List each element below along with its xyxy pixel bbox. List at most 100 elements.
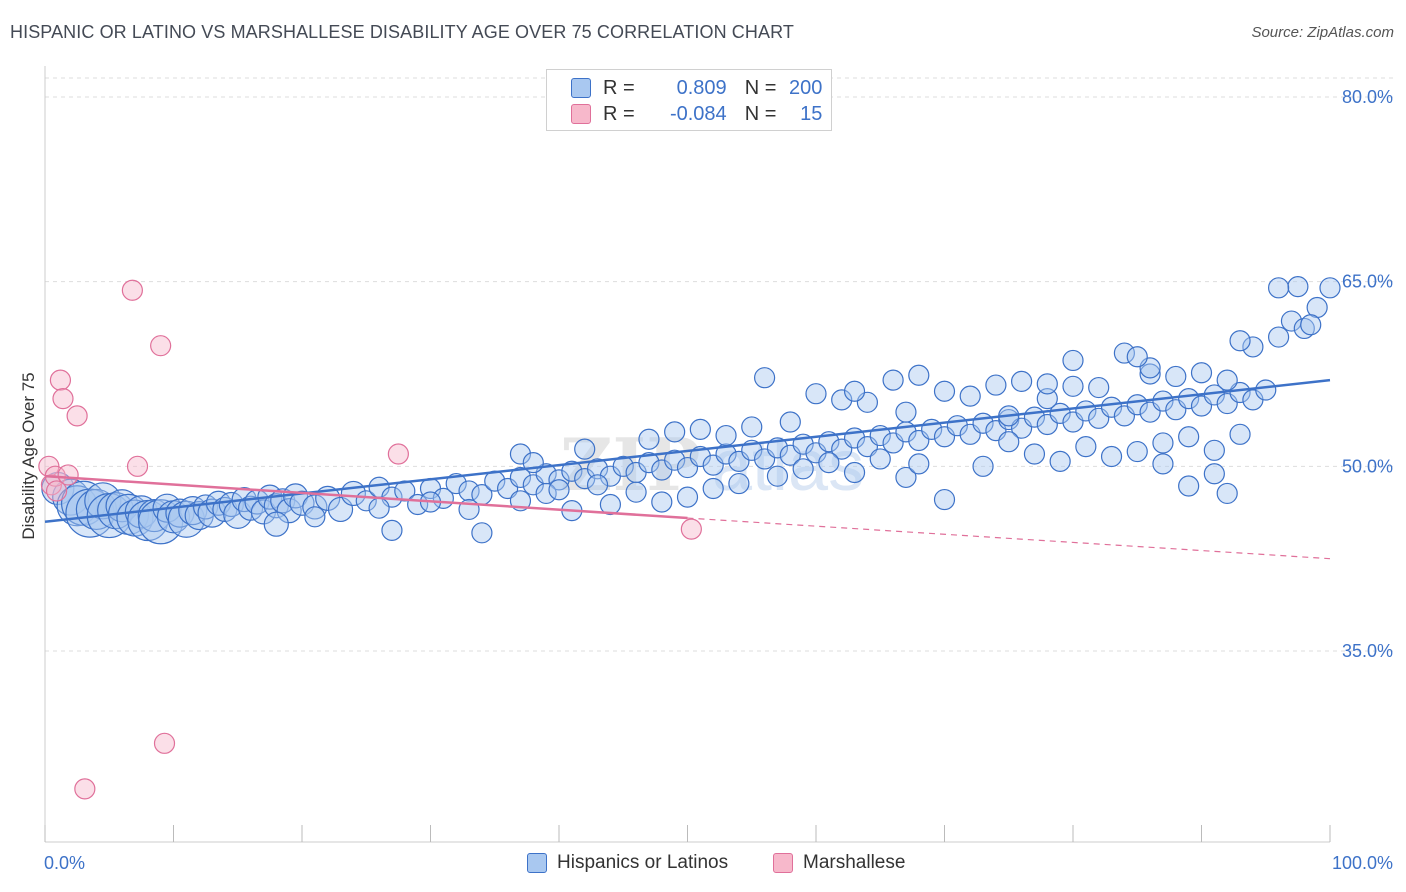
data-point-hispanics — [1152, 390, 1174, 412]
y-tick-label: 80.0% — [1342, 87, 1393, 107]
data-point-hispanics — [895, 466, 917, 489]
data-point-hispanics — [445, 472, 467, 495]
series-marshallese-points — [38, 279, 702, 800]
data-point-hispanics — [625, 481, 647, 503]
data-point-hispanics — [599, 493, 622, 516]
trend-line-marshallese-extension — [687, 517, 1331, 560]
data-point-hispanics — [1023, 443, 1046, 465]
data-point-hispanics — [1062, 375, 1084, 397]
data-point-marshallese — [387, 443, 409, 465]
bottom-legend-item-hispanics[interactable]: Hispanics or Latinos — [527, 852, 728, 874]
data-point-hispanics — [638, 452, 660, 474]
bottom-legend-swatch-pink — [773, 853, 793, 873]
data-point-hispanics — [1229, 381, 1251, 404]
data-point-hispanics — [933, 488, 956, 511]
bottom-legend-item-marshallese[interactable]: Marshallese — [773, 852, 905, 874]
correlation-legend: R = 0.809 N = 200 R = -0.084 N = 15 — [546, 69, 832, 131]
data-point-hispanics — [843, 461, 866, 484]
x-tick-label: 100.0% — [1332, 853, 1393, 873]
data-point-hispanics — [1152, 432, 1174, 454]
data-point-hispanics — [1049, 450, 1071, 473]
data-point-hispanics — [1178, 475, 1200, 497]
data-point-hispanics — [1229, 423, 1251, 445]
data-point-hispanics — [1126, 440, 1148, 463]
bottom-legend-label: Hispanics or Latinos — [557, 852, 729, 873]
data-point-hispanics — [1242, 336, 1264, 358]
data-point-hispanics — [715, 443, 737, 465]
data-point-marshallese — [153, 732, 176, 754]
data-point-hispanics — [702, 477, 724, 500]
gridlines — [45, 77, 1393, 652]
data-point-hispanics — [1216, 482, 1238, 505]
data-point-hispanics — [766, 465, 789, 487]
data-point-hispanics — [908, 453, 930, 475]
data-point-hispanics — [689, 445, 711, 468]
data-point-hispanics — [1165, 365, 1187, 388]
data-point-hispanics — [998, 431, 1020, 453]
data-point-hispanics — [1126, 346, 1148, 368]
data-point-hispanics — [1300, 314, 1322, 336]
data-point-hispanics — [586, 474, 609, 496]
data-point-hispanics — [1178, 426, 1200, 448]
data-point-hispanics — [1190, 362, 1213, 384]
data-point-hispanics — [779, 411, 801, 433]
data-point-hispanics — [1088, 376, 1110, 399]
data-point-hispanics — [1075, 436, 1097, 458]
data-point-hispanics — [1203, 439, 1225, 461]
data-point-hispanics — [651, 491, 673, 513]
data-point-hispanics — [908, 364, 930, 386]
bottom-legend: Hispanics or Latinos Marshallese — [0, 852, 1406, 878]
data-point-marshallese — [150, 335, 172, 357]
y-tick-label: 50.0% — [1342, 456, 1393, 476]
data-point-hispanics — [471, 522, 493, 544]
bottom-legend-label: Marshallese — [803, 852, 906, 873]
data-point-hispanics — [1267, 326, 1290, 348]
legend-r-value: -0.084 — [669, 102, 727, 125]
legend-row-hispanics: R = 0.809 N = 200 — [547, 75, 822, 101]
legend-n-value: 200 — [789, 76, 823, 99]
data-point-hispanics — [1100, 396, 1123, 418]
data-point-marshallese — [45, 480, 68, 502]
data-point-marshallese — [52, 388, 74, 410]
data-point-hispanics — [843, 380, 866, 402]
axes — [44, 66, 1331, 843]
data-point-hispanics — [895, 401, 917, 423]
data-point-hispanics — [574, 438, 596, 460]
data-point-marshallese — [74, 778, 96, 800]
data-point-hispanics — [959, 385, 981, 407]
data-point-hispanics — [715, 424, 737, 447]
data-point-hispanics — [1267, 277, 1290, 299]
legend-n-label: N = — [744, 102, 777, 125]
trend-line-hispanics — [44, 378, 1331, 523]
legend-swatch-pink — [571, 104, 591, 124]
data-point-hispanics — [933, 380, 956, 402]
data-point-hispanics — [805, 383, 827, 405]
trend-lines — [44, 378, 1331, 560]
chart-title: HISPANIC OR LATINO VS MARSHALLESE DISABI… — [10, 22, 794, 42]
data-point-hispanics — [586, 458, 609, 480]
bottom-legend-swatch-blue — [527, 853, 547, 873]
data-point-marshallese — [66, 405, 88, 427]
trend-line-marshallese — [44, 474, 688, 520]
data-point-hispanics — [728, 472, 750, 495]
data-point-hispanics — [276, 498, 302, 524]
data-point-hispanics — [368, 497, 390, 519]
data-point-marshallese — [49, 369, 72, 391]
data-point-hispanics — [1287, 275, 1309, 298]
series-hispanics-points — [41, 275, 1341, 545]
data-point-hispanics — [263, 511, 289, 537]
data-point-hispanics — [869, 448, 891, 470]
data-point-hispanics — [972, 455, 994, 477]
y-tick-label: 35.0% — [1342, 641, 1393, 661]
data-point-hispanics — [548, 479, 570, 501]
data-point-hispanics — [1255, 379, 1277, 401]
data-point-hispanics — [753, 367, 776, 389]
data-point-hispanics — [1036, 373, 1058, 395]
legend-r-value: 0.809 — [676, 76, 727, 99]
data-point-hispanics — [561, 460, 583, 482]
data-point-marshallese — [57, 464, 79, 486]
data-point-hispanics — [766, 437, 789, 459]
data-point-hispanics — [509, 443, 532, 465]
data-point-hispanics — [304, 506, 326, 528]
data-point-hispanics — [985, 374, 1007, 396]
